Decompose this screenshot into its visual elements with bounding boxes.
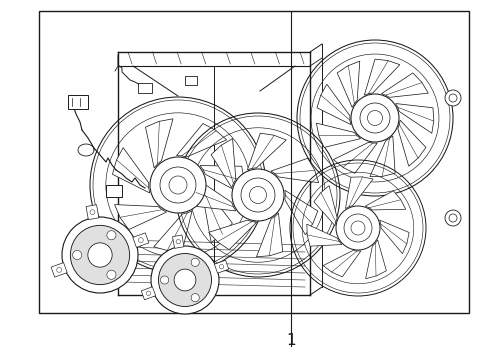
Polygon shape [316, 84, 350, 125]
Polygon shape [333, 142, 376, 173]
Circle shape [335, 206, 379, 250]
Circle shape [191, 294, 199, 302]
Polygon shape [203, 190, 232, 243]
Polygon shape [381, 73, 427, 97]
Polygon shape [345, 177, 372, 208]
Circle shape [444, 90, 460, 106]
Polygon shape [365, 191, 405, 210]
Circle shape [106, 231, 116, 240]
Circle shape [444, 210, 460, 226]
Circle shape [160, 276, 168, 284]
Polygon shape [365, 240, 386, 279]
Bar [141, 287, 155, 300]
Circle shape [191, 258, 199, 266]
Circle shape [73, 251, 81, 260]
Polygon shape [285, 190, 317, 235]
Polygon shape [114, 204, 166, 230]
Polygon shape [397, 120, 425, 166]
Polygon shape [395, 104, 433, 133]
Bar [106, 185, 122, 197]
Polygon shape [153, 211, 192, 251]
Bar [172, 235, 183, 248]
Circle shape [174, 269, 196, 291]
Polygon shape [337, 61, 359, 107]
Bar [86, 205, 99, 220]
Polygon shape [364, 59, 399, 95]
Polygon shape [323, 251, 360, 277]
Circle shape [106, 270, 116, 279]
Circle shape [150, 157, 205, 213]
Bar [138, 83, 152, 93]
Polygon shape [247, 133, 285, 170]
Polygon shape [256, 213, 282, 257]
Polygon shape [316, 123, 360, 148]
Polygon shape [196, 180, 235, 211]
Circle shape [350, 94, 398, 142]
Circle shape [62, 217, 138, 293]
Bar [133, 233, 149, 247]
Polygon shape [369, 136, 394, 177]
Bar [214, 260, 228, 273]
Circle shape [88, 243, 112, 267]
Circle shape [151, 246, 219, 314]
Polygon shape [112, 148, 149, 193]
Circle shape [70, 225, 129, 285]
Polygon shape [208, 220, 256, 250]
Circle shape [231, 169, 284, 221]
Bar [184, 76, 197, 85]
Polygon shape [379, 220, 408, 254]
Bar [51, 262, 67, 277]
Polygon shape [145, 119, 173, 168]
Circle shape [158, 253, 211, 306]
Polygon shape [313, 186, 337, 226]
Bar [39, 11, 468, 313]
Polygon shape [270, 158, 318, 183]
Bar [68, 95, 88, 109]
Polygon shape [200, 166, 244, 195]
Polygon shape [211, 139, 235, 188]
Polygon shape [176, 123, 226, 157]
Polygon shape [306, 224, 341, 246]
Text: 1: 1 [285, 333, 295, 348]
